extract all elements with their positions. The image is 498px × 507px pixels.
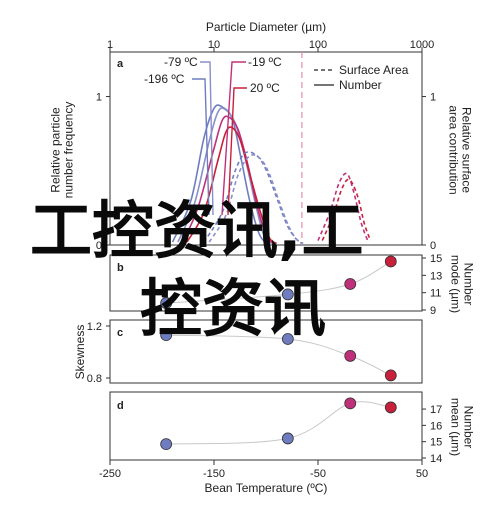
top-axis-ticks: 1 10 100 1000	[107, 39, 434, 52]
b-tick-label-0: 9	[430, 305, 436, 317]
b-point-1	[281, 288, 294, 301]
panel-d-frame	[109, 391, 423, 461]
x-axis-label: Bean Temperature (ºC)	[205, 481, 328, 495]
a-ylabel-left-line-1: number frequency	[62, 102, 76, 199]
annotation-label-0: -79 ºC	[164, 55, 198, 69]
a-right-tick-label-1: 1	[430, 92, 436, 104]
a-ylabel-left-line-0: Relative particle	[49, 107, 63, 193]
b-ylabel-line-1: mode (µm)	[449, 255, 463, 313]
b-tick-label-2: 13	[430, 270, 442, 282]
watermark-line-1: 工控资讯,工	[30, 194, 364, 267]
d-point-2	[344, 397, 357, 410]
b-tick-label-1: 11	[430, 288, 441, 300]
c-point-0	[160, 329, 173, 342]
c-tick-label-0: 0.8	[87, 373, 102, 385]
d-tick-label-0: 14	[430, 453, 442, 465]
d-trend-line	[166, 401, 391, 445]
panel-d-letter: d	[117, 400, 124, 412]
b-tick-label-3: 15	[430, 253, 442, 265]
a-ylabel-left: Relative particle number frequency	[49, 102, 76, 199]
panel-a-ticks: 0 1 0 1	[96, 92, 436, 252]
series-surface-6	[317, 172, 369, 241]
d-ylabel-line-0: Number	[462, 406, 476, 449]
series-number-3	[186, 126, 278, 245]
legend-number: Number	[339, 78, 382, 92]
temperature-annotations: -79 ºC -196 ºC -19 ºC 20 ºC	[144, 55, 282, 216]
series-number-1	[177, 107, 273, 245]
d-tick-label-1: 15	[430, 437, 442, 449]
b-trend-line	[166, 261, 392, 304]
d-point-1	[281, 432, 294, 445]
d-ylabel-line-1: mean (µm)	[449, 398, 463, 456]
c-trend-line	[166, 334, 392, 376]
c-ylabel: Skewness	[73, 325, 87, 380]
x-axis-ticks: -250 -150 -50 50	[99, 460, 428, 480]
d-tick-label-2: 16	[430, 420, 442, 432]
a-right-tick-label-0: 0	[430, 240, 436, 252]
x-tick-label-1: -150	[203, 468, 225, 480]
d-point-3	[384, 401, 397, 414]
series-surface-7	[321, 178, 372, 241]
watermark-line-2: 控资讯	[140, 272, 326, 345]
annotation-label-2: -19 ºC	[248, 55, 282, 69]
panel-a-letter: a	[117, 58, 124, 70]
b-ylabel-line-0: Number	[462, 263, 476, 306]
annotation-leader-1	[192, 78, 210, 216]
b-point-3	[384, 255, 397, 268]
top-tick-label-1: 10	[208, 39, 220, 51]
annotation-label-1: -196 ºC	[144, 72, 185, 86]
d-point-0	[160, 438, 173, 451]
c-tick-label-1: 1.2	[87, 321, 102, 333]
a-ylabel-right-line-0: Relative surface	[460, 107, 474, 193]
x-tick-label-2: -50	[310, 468, 326, 480]
c-point-1	[281, 333, 294, 345]
series-number-2	[181, 115, 275, 245]
panel-b-letter: b	[117, 262, 124, 274]
c-point-3	[384, 369, 397, 382]
a-left-tick-label-0: 0	[96, 240, 102, 252]
c-point-2	[344, 349, 357, 362]
annotation-leader-3	[227, 87, 247, 216]
panel-a-frame	[109, 51, 423, 246]
a-left-tick-label-1: 1	[96, 92, 102, 104]
annotation-leader-0	[200, 61, 214, 216]
x-tick-label-3: 50	[416, 468, 428, 480]
a-ylabel-right-line-1: area contribution	[447, 105, 461, 194]
annotation-leader-2	[221, 61, 246, 216]
panel-b-frame	[109, 254, 423, 312]
panel-c-letter: c	[117, 327, 123, 339]
top-tick-label-3: 1000	[410, 39, 434, 51]
d-tick-label-3: 17	[430, 404, 442, 416]
panel-c-frame	[109, 319, 423, 384]
x-tick-label-0: -250	[99, 468, 121, 480]
c-ylabel-line-0: Skewness	[73, 325, 87, 380]
b-point-0	[160, 297, 173, 309]
top-axis-label: Particle Diameter (µm)	[206, 20, 326, 34]
legend-surface-area: Surface Area	[339, 63, 409, 77]
b-point-2	[344, 278, 357, 290]
legend: Surface Area Number	[314, 63, 409, 92]
top-tick-label-0: 1	[107, 39, 113, 51]
annotation-label-3: 20 ºC	[250, 81, 280, 95]
panel-a-ylabels: Relative particle number frequency Relativ…	[49, 102, 474, 199]
top-tick-label-2: 100	[309, 39, 327, 51]
series-surface-5	[208, 154, 304, 245]
